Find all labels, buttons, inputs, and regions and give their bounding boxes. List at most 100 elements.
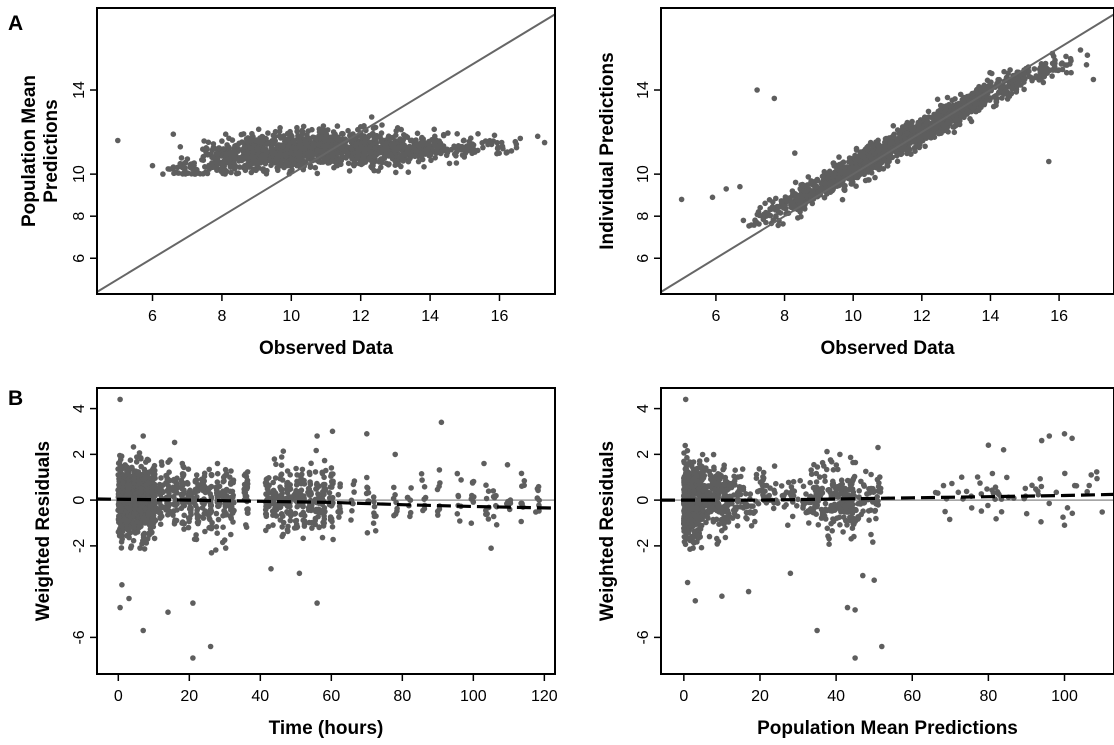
- data-point: [695, 533, 701, 539]
- data-point: [348, 517, 354, 523]
- data-point: [306, 520, 312, 526]
- data-point: [159, 462, 165, 468]
- data-point: [223, 545, 229, 551]
- data-point: [841, 159, 847, 165]
- data-point: [836, 154, 842, 160]
- data-point: [1042, 74, 1048, 80]
- data-point: [387, 135, 393, 141]
- data-point: [301, 478, 307, 484]
- x-tick-label: 12: [913, 308, 931, 325]
- data-point: [494, 522, 500, 528]
- y-tick-label: 10: [71, 165, 88, 183]
- data-point: [226, 145, 232, 151]
- data-point: [180, 474, 186, 480]
- data-point: [312, 518, 318, 524]
- data-point: [172, 519, 178, 525]
- data-point: [346, 161, 352, 167]
- data-point: [471, 494, 477, 500]
- data-point: [228, 481, 234, 487]
- data-point: [1013, 89, 1019, 95]
- data-point: [838, 169, 844, 175]
- data-point: [686, 530, 692, 536]
- data-point: [206, 467, 212, 473]
- data-point: [227, 489, 233, 495]
- data-point: [301, 124, 307, 130]
- x-tick-label: 12: [352, 308, 370, 325]
- data-point: [228, 532, 234, 538]
- data-point: [362, 140, 368, 146]
- data-point: [984, 97, 990, 103]
- data-point: [174, 486, 180, 492]
- data-point: [792, 150, 798, 156]
- data-point: [149, 530, 155, 536]
- data-point: [229, 504, 235, 510]
- data-point: [408, 485, 414, 491]
- data-point: [307, 472, 313, 478]
- data-point: [1032, 66, 1038, 72]
- data-point: [291, 138, 297, 144]
- data-point: [236, 141, 242, 147]
- data-point: [412, 154, 418, 160]
- data-point: [396, 162, 402, 168]
- data-point: [793, 180, 799, 186]
- data-point: [877, 161, 883, 167]
- data-marks: [97, 397, 555, 661]
- data-point: [146, 457, 152, 463]
- data-point: [419, 136, 425, 142]
- data-point: [454, 131, 460, 137]
- data-point: [896, 151, 902, 157]
- data-point: [427, 153, 433, 159]
- data-point: [351, 163, 357, 169]
- data-point: [1067, 61, 1073, 67]
- data-point: [685, 512, 691, 518]
- data-point: [144, 540, 150, 546]
- data-point: [283, 154, 289, 160]
- data-point: [315, 171, 321, 177]
- data-point: [710, 195, 716, 201]
- data-point: [952, 130, 958, 136]
- data-point: [164, 476, 170, 482]
- data-point: [688, 517, 694, 523]
- data-point: [753, 220, 759, 226]
- data-point: [214, 524, 220, 530]
- data-point: [353, 143, 359, 149]
- data-point: [143, 474, 149, 480]
- data-point: [961, 95, 967, 101]
- data-point: [780, 221, 786, 227]
- data-point: [957, 118, 963, 124]
- data-point: [481, 461, 487, 467]
- data-point: [471, 499, 477, 505]
- data-point: [186, 466, 192, 472]
- data-point: [327, 490, 333, 496]
- data-point: [823, 181, 829, 187]
- data-point: [360, 135, 366, 141]
- data-point: [321, 492, 327, 498]
- data-point: [801, 188, 807, 194]
- data-point: [1059, 61, 1065, 67]
- data-point: [272, 495, 278, 501]
- data-point: [1049, 73, 1055, 79]
- data-point: [535, 134, 541, 140]
- y-tick-label: 6: [635, 254, 652, 263]
- data-point: [264, 514, 270, 520]
- x-axis-label: Observed Data: [820, 338, 955, 359]
- data-point: [237, 164, 243, 170]
- data-point: [171, 171, 177, 177]
- data-point: [223, 467, 229, 473]
- data-point: [213, 547, 219, 553]
- data-point: [1009, 91, 1015, 97]
- data-point: [441, 133, 447, 139]
- data-point: [173, 502, 179, 508]
- data-point: [886, 159, 892, 165]
- data-point: [264, 171, 270, 177]
- data-point: [306, 491, 312, 497]
- data-point: [682, 443, 688, 449]
- data-point: [234, 171, 240, 177]
- data-point: [243, 168, 249, 174]
- data-point: [392, 452, 398, 458]
- data-point: [494, 151, 500, 157]
- data-point: [993, 103, 999, 109]
- data-point: [178, 144, 184, 150]
- data-point: [419, 477, 425, 483]
- data-point: [956, 102, 962, 108]
